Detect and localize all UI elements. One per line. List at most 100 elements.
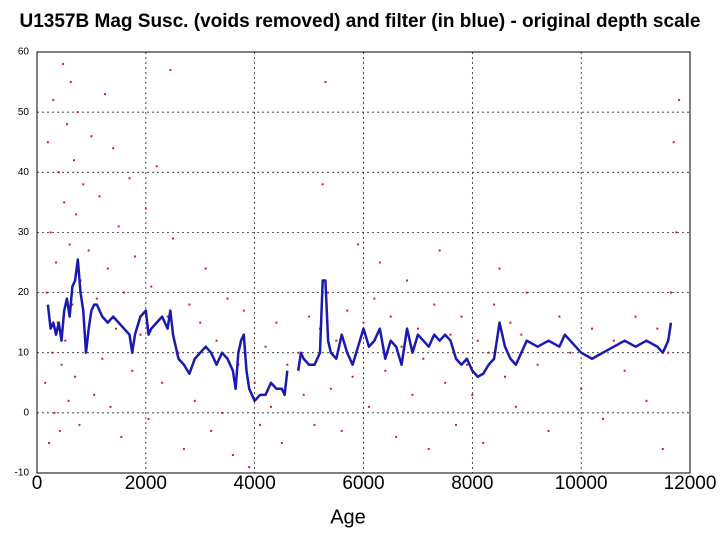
scatter-point [49, 231, 52, 234]
scatter-point [46, 141, 49, 144]
scatter-point [362, 321, 365, 324]
scatter-point [482, 441, 485, 444]
scatter-point [193, 399, 196, 402]
scatter-point [269, 405, 272, 408]
scatter-point [297, 351, 300, 354]
scatter-point [280, 441, 283, 444]
scatter-point [106, 267, 109, 270]
scatter-point [63, 201, 66, 204]
x-tick-label: 8000 [451, 473, 493, 494]
scatter-point [327, 291, 330, 294]
scatter-point [131, 369, 134, 372]
scatter-point [601, 417, 604, 420]
y-tick-label: 40 [18, 167, 30, 178]
scatter-point [286, 363, 289, 366]
y-tick-label: 50 [18, 107, 30, 118]
scatter-point [487, 351, 490, 354]
scatter-point [242, 309, 245, 312]
scatter-point [675, 231, 678, 234]
scatter-point [623, 369, 626, 372]
scatter-point [389, 315, 392, 318]
chart-title: U1357B Mag Susc. (voids removed) and fil… [20, 11, 701, 32]
scatter-point [678, 99, 681, 102]
scatter-point [67, 399, 70, 402]
scatter-point [476, 339, 479, 342]
scatter-point [133, 255, 136, 258]
scatter-point [321, 183, 324, 186]
scatter-point [302, 393, 305, 396]
scatter-point [169, 69, 172, 72]
scatter-point [117, 225, 120, 228]
filter-line [46, 258, 673, 403]
scatter-point [384, 369, 387, 372]
scatter-point [438, 249, 441, 252]
scatter-point [155, 165, 158, 168]
scatter-point [406, 279, 409, 282]
scatter-point [161, 381, 164, 384]
scatter-point [231, 453, 234, 456]
scatter-point [172, 237, 175, 240]
scatter-point [558, 315, 561, 318]
scatter-point [51, 351, 54, 354]
x-tick-label: 6000 [342, 473, 384, 494]
scatter-point [346, 309, 349, 312]
scatter-point [313, 423, 316, 426]
scatter-point [433, 303, 436, 306]
scatter-point [90, 135, 93, 138]
scatter-point [114, 327, 117, 330]
scatter-point [378, 261, 381, 264]
scatter-point [536, 363, 539, 366]
scatter-point [139, 333, 142, 336]
scatter-point [493, 303, 496, 306]
y-tick-label: -10 [15, 468, 30, 479]
scatter-point [547, 429, 550, 432]
y-tick-label: 20 [18, 287, 30, 298]
scatter-point [373, 297, 376, 300]
x-axis-label: Age [330, 506, 366, 528]
scatter-point [104, 93, 107, 96]
scatter-point [177, 351, 180, 354]
scatter-point [166, 315, 169, 318]
scatter-point [58, 429, 61, 432]
scatter-point [248, 465, 251, 468]
scatter-point [416, 327, 419, 330]
scatter-point [55, 261, 58, 264]
y-tick-label: 0 [23, 407, 29, 418]
scatter-point [667, 351, 670, 354]
scatter-point [147, 417, 150, 420]
scatter-point [44, 381, 47, 384]
x-tick-label: 4000 [234, 473, 276, 494]
scatter-point [449, 333, 452, 336]
scatter-point [275, 321, 278, 324]
scatter-point [465, 363, 468, 366]
scatter-point [324, 81, 327, 84]
scatter-point [367, 405, 370, 408]
scatter-point [120, 435, 123, 438]
y-tick-label: 60 [18, 47, 30, 58]
scatter-point [612, 339, 615, 342]
scatter-point [69, 81, 72, 84]
scatter-point [62, 63, 65, 66]
scatter-point [259, 423, 262, 426]
scatter-point [580, 387, 583, 390]
scatter-point [520, 333, 523, 336]
scatter-point [514, 405, 517, 408]
scatter-point [128, 177, 131, 180]
scatter-point [357, 243, 360, 246]
x-tick-label: 12000 [664, 473, 717, 494]
scatter-point [93, 393, 96, 396]
scatter-point [45, 291, 48, 294]
scatter-point [634, 315, 637, 318]
scatter-point [52, 99, 55, 102]
x-tick-label: 0 [32, 473, 43, 494]
scatter-point [226, 297, 229, 300]
scatter-point [65, 123, 68, 126]
scatter-point [57, 171, 60, 174]
scatter-point [98, 195, 101, 198]
scatter-point [210, 429, 213, 432]
scatter-point [253, 381, 256, 384]
scatter-point [340, 429, 343, 432]
scatter-point [427, 447, 430, 450]
scatter-point [395, 435, 398, 438]
